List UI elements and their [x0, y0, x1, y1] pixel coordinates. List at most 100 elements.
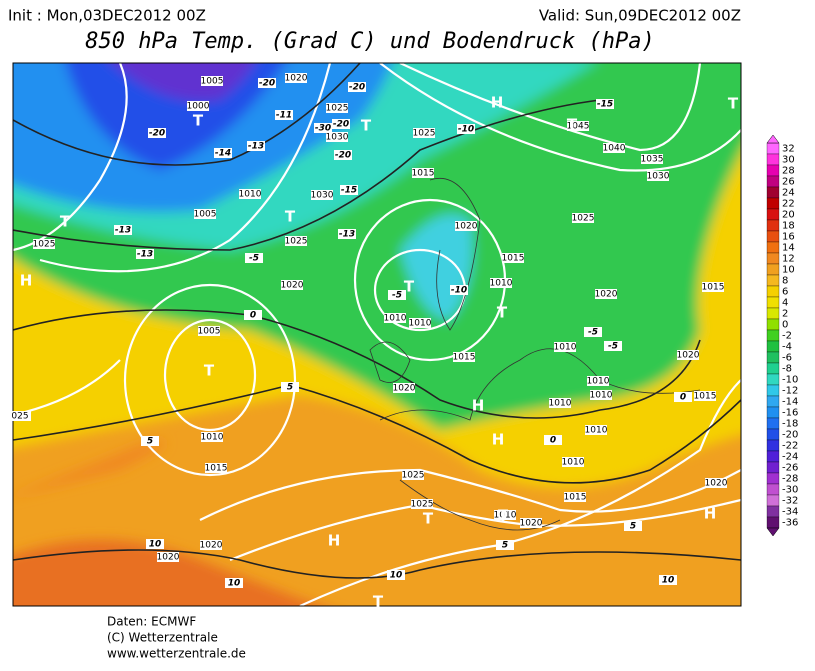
map-title: 850 hPa Temp. (Grad C) und Bodendruck (h…: [85, 29, 655, 54]
legend-label: 30: [782, 155, 795, 166]
isobar-label-box: [554, 342, 576, 352]
isobar-label-box: [702, 282, 724, 292]
map-labels: 1005100010201025103010101005103010251020…: [9, 73, 739, 611]
isotherm-label: -20: [149, 129, 165, 139]
isotherm-label-box: [584, 327, 602, 337]
isobar-label: 1030: [311, 191, 334, 201]
legend-swatch: [766, 483, 780, 496]
legend-swatch: [766, 219, 780, 232]
isotherm-label: -13: [115, 226, 131, 236]
isotherm-label: -13: [339, 230, 355, 240]
isobar-label-box: [402, 470, 424, 480]
isotherm-label-box: [457, 124, 475, 134]
init-time: Init : Mon,03DEC2012 00Z: [8, 7, 206, 25]
isotherm-label-box: [258, 78, 276, 88]
pressure-center: T: [404, 278, 415, 296]
isobar-label-box: [549, 398, 571, 408]
isobar-label: 1010: [549, 399, 572, 409]
legend-swatch: [766, 252, 780, 265]
legend-swatch: [766, 329, 780, 342]
legend-swatch: [766, 175, 780, 188]
pressure-center: T: [285, 208, 296, 226]
isobar-label: 1015: [453, 353, 476, 363]
isotherm-label-box: [387, 570, 405, 580]
credit-url: www.wetterzentrale.de: [107, 647, 246, 661]
isobar-label: 1010: [585, 426, 608, 436]
credit-data: Daten: ECMWF: [107, 615, 196, 629]
isobar-label-box: [585, 425, 607, 435]
isobar-label: 1015: [564, 493, 587, 503]
legend-swatch: [766, 230, 780, 243]
isotherm-label: -5: [392, 291, 402, 301]
legend-swatch: [766, 439, 780, 452]
isobar-label-box: [198, 326, 220, 336]
isobar-label-box: [572, 213, 594, 223]
legend-label: 26: [782, 177, 795, 188]
isotherm-label-box: [141, 436, 159, 446]
legend-label: 20: [782, 210, 795, 221]
legend-label: -34: [782, 507, 798, 518]
pressure-center: T: [567, 116, 578, 134]
isobar-label-box: [393, 383, 415, 393]
legend-swatch: [766, 285, 780, 298]
legend-swatch: [766, 274, 780, 287]
pressure-center: T: [373, 593, 384, 611]
legend-swatch: [766, 164, 780, 177]
pressure-center: H: [328, 532, 341, 550]
legend-swatch: [766, 384, 780, 397]
isotherm-label: 5: [502, 541, 508, 551]
isobar-label: 1015: [205, 464, 228, 474]
isobar-label: 1015: [702, 283, 725, 293]
legend-label: -30: [782, 485, 798, 496]
isobar-label: 1025: [285, 237, 308, 247]
legend-swatch: [766, 241, 780, 254]
isobar-label-box: [201, 76, 223, 86]
isobar-label: 1030: [647, 172, 670, 182]
isobar-label-box: [384, 313, 406, 323]
legend-label: -36: [782, 518, 798, 529]
pressure-center: T: [497, 304, 508, 322]
isotherm-label-box: [338, 229, 356, 239]
legend-swatch: [766, 395, 780, 408]
isotherm-label-box: [314, 123, 332, 133]
isobar-label: 1020: [595, 290, 618, 300]
legend-label: 6: [782, 287, 788, 298]
legend-label: -14: [782, 397, 798, 408]
isotherm-label-box: [214, 148, 232, 158]
isobar-label: 1005: [194, 210, 217, 220]
isotherm-label: 0: [550, 436, 556, 446]
legend-swatch: [766, 505, 780, 518]
isobar-label-box: [603, 143, 625, 153]
legend-label: 24: [782, 188, 795, 199]
legend-label: -20: [782, 430, 798, 441]
isotherm-label-box: [136, 249, 154, 259]
isobar-label-box: [285, 73, 307, 83]
legend-swatch: [766, 296, 780, 309]
legend-label: 28: [782, 166, 795, 177]
legend-label: 8: [782, 276, 788, 287]
map-area: [13, 63, 741, 606]
pressure-center: H: [704, 505, 717, 523]
isotherm-label: -20: [349, 83, 365, 93]
isotherm-label-box: [332, 119, 350, 129]
isotherm-label: -20: [333, 120, 349, 130]
legend-label: -32: [782, 496, 798, 507]
isotherm-label: -20: [259, 79, 275, 89]
credit-copyright: (C) Wetterzentrale: [107, 631, 218, 645]
legend-swatch: [766, 516, 780, 529]
legend-swatch: [766, 417, 780, 430]
isobar-label: 1010: [201, 433, 224, 443]
isobar-label-box: [647, 171, 669, 181]
isobar-label: 1010: [384, 314, 407, 324]
isobar-label: 1040: [603, 144, 626, 154]
isotherm-label: -10: [451, 286, 467, 296]
isotherm-label-box: [148, 128, 166, 138]
legend-swatch: [766, 494, 780, 507]
legend-cap-bottom: [766, 527, 780, 537]
isobar-label-box: [587, 376, 609, 386]
isotherm-label: 5: [630, 522, 636, 532]
isobar-label: 1010: [409, 319, 432, 329]
isotherm-label: -11: [276, 111, 292, 121]
pressure-center: T: [361, 117, 372, 135]
isotherm-label: -5: [588, 328, 598, 338]
